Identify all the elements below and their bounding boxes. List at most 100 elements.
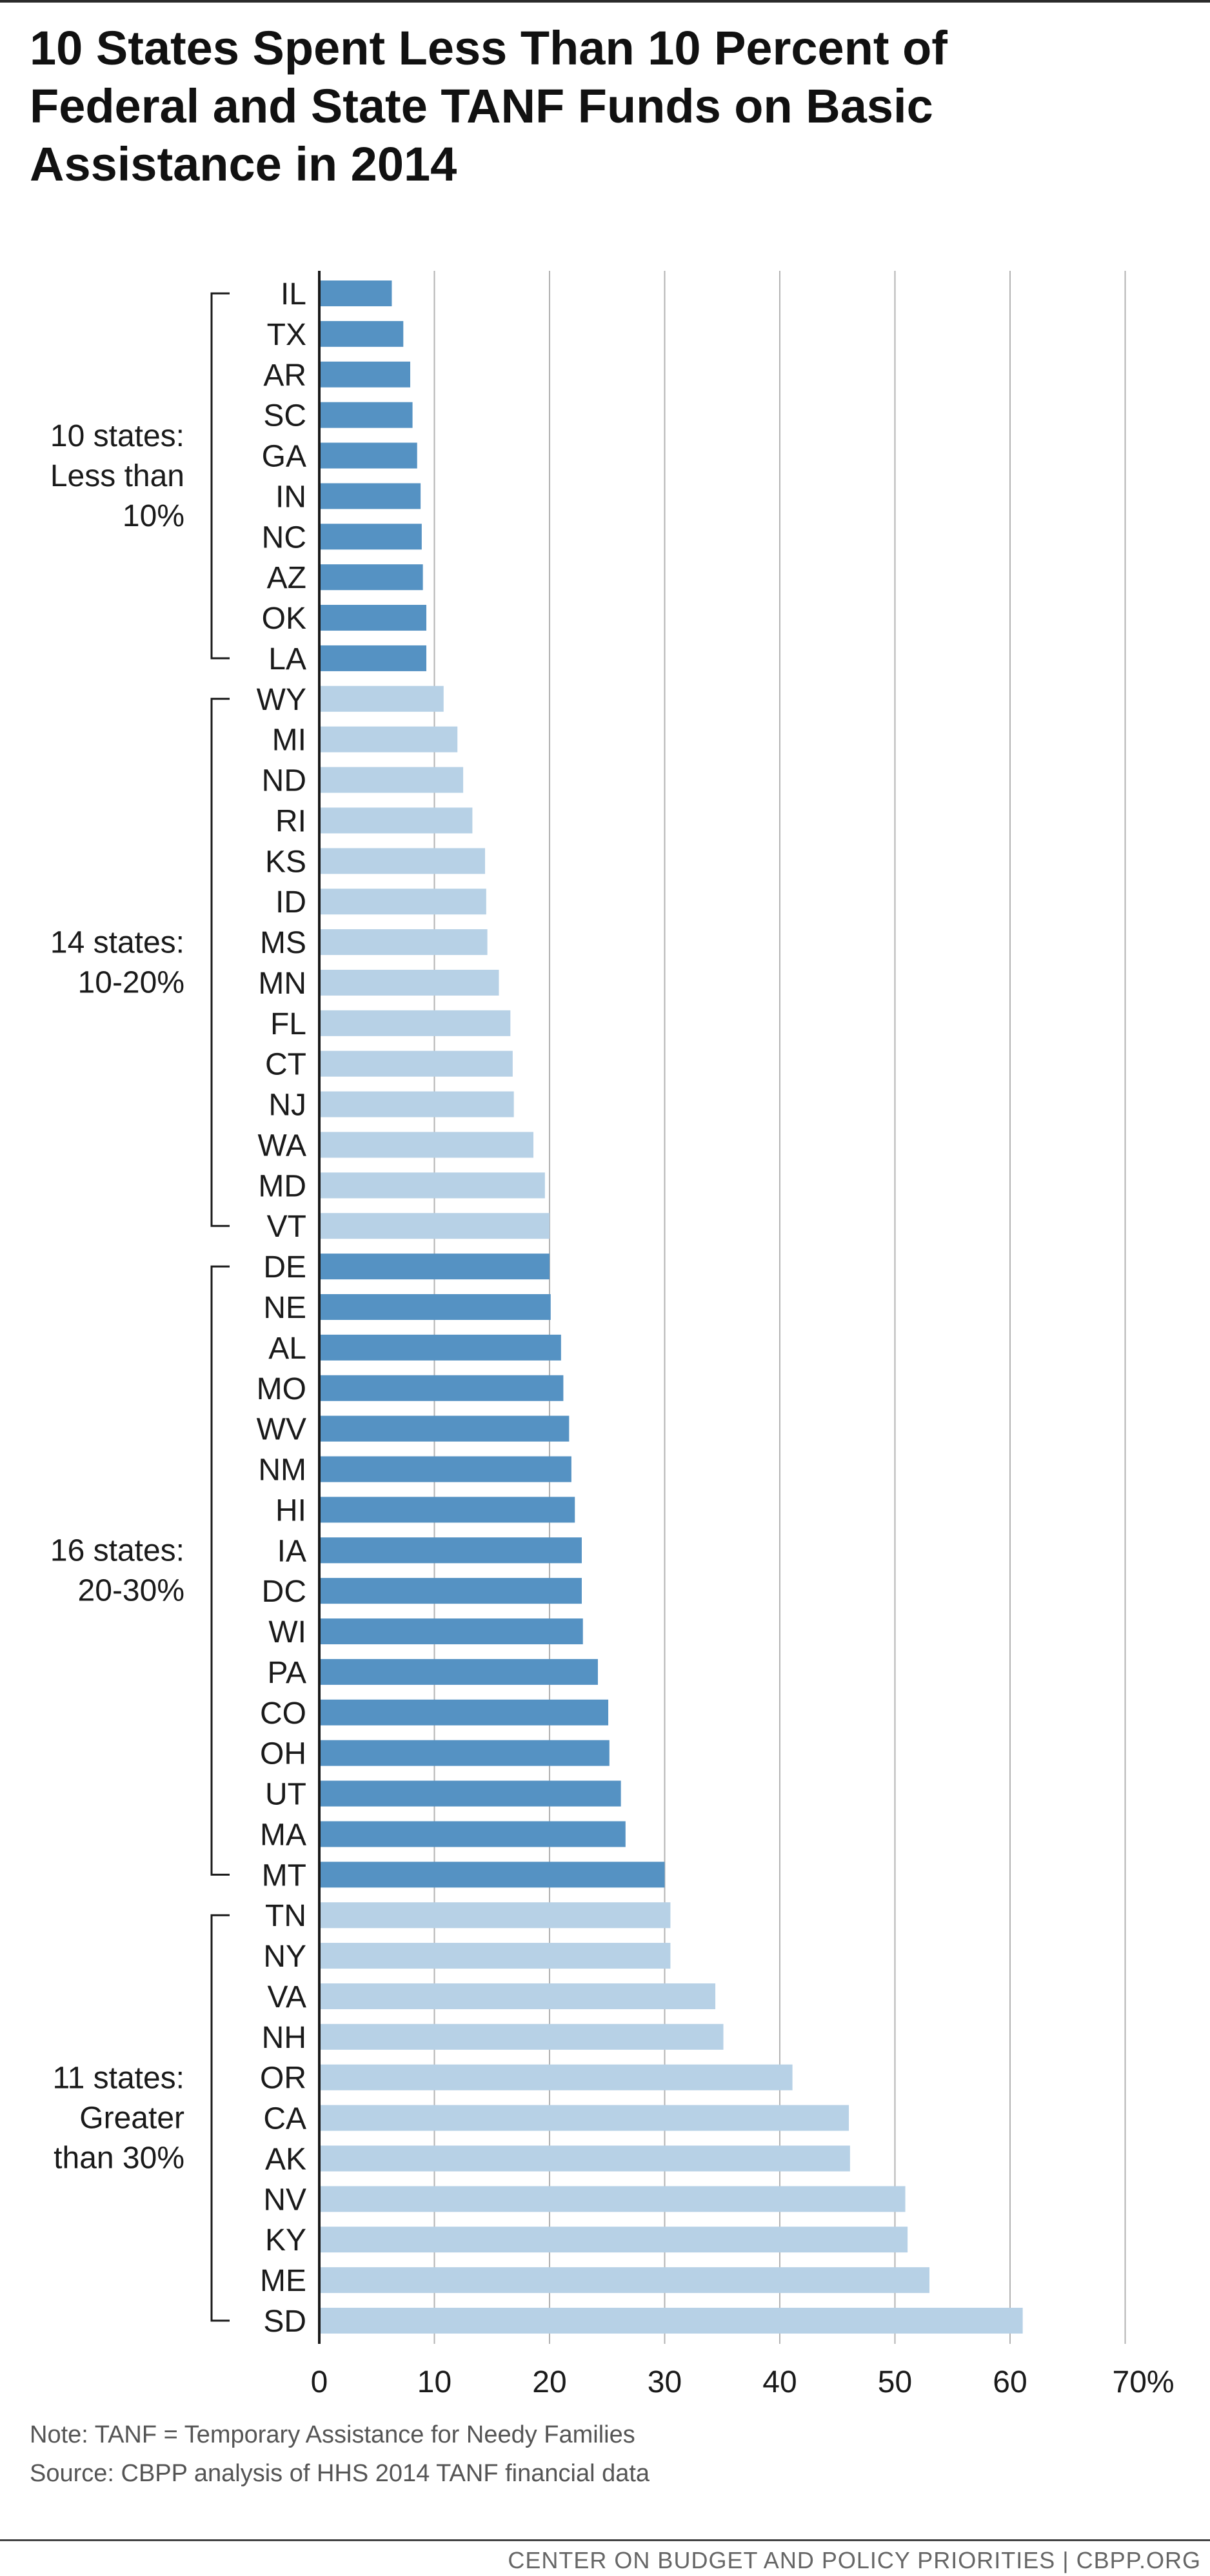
x-tick-label: 20	[532, 2365, 566, 2399]
bar-chart: IL TX AR SC GA IN NC AZ OK LA WY MI ND RI KS ID MS MN FL CT…	[50, 271, 1175, 2399]
bar-mn	[319, 969, 499, 996]
bar-ma	[319, 1821, 626, 1847]
state-label: NY	[263, 1940, 306, 1974]
state-label: OH	[260, 1737, 306, 1771]
bar-nj	[319, 1091, 514, 1117]
bar-ky	[319, 2227, 908, 2253]
x-tick-label: 0	[311, 2365, 328, 2399]
group-label: 10-20%	[78, 966, 184, 1000]
source-text: Source: CBPP analysis of HHS 2014 TANF f…	[30, 2460, 650, 2487]
state-label: TX	[267, 318, 306, 352]
state-label: GA	[262, 440, 306, 474]
bar-id	[319, 889, 486, 915]
state-label: UT	[265, 1778, 306, 1812]
state-label: CA	[263, 2102, 306, 2136]
state-label: MA	[260, 1818, 306, 1852]
bar-hi	[319, 1497, 575, 1523]
state-label: MT	[262, 1858, 306, 1893]
bottom-rule	[0, 2539, 1210, 2541]
group-label: 10%	[123, 499, 184, 533]
bar-az	[319, 564, 423, 591]
bar-mo	[319, 1375, 564, 1401]
group-bracket	[210, 1914, 230, 2322]
bar-vt	[319, 1213, 550, 1239]
bar-ri	[319, 807, 473, 834]
state-label: MI	[272, 723, 306, 758]
state-label: AK	[265, 2142, 306, 2176]
state-label: PA	[268, 1656, 306, 1690]
state-label: IA	[277, 1534, 306, 1568]
bar-oh	[319, 1740, 610, 1766]
state-label: VA	[268, 1980, 306, 2014]
bar-co	[319, 1699, 609, 1726]
state-label: CT	[265, 1048, 306, 1082]
group-label: Less than	[50, 459, 184, 493]
bar-va	[319, 1983, 716, 2009]
bar-md	[319, 1172, 545, 1199]
state-label: KY	[265, 2223, 306, 2257]
top-rule	[0, 0, 1210, 3]
bar-ar	[319, 361, 411, 388]
bar-ga	[319, 442, 417, 469]
bar-al	[319, 1334, 561, 1361]
bar-ms	[319, 929, 488, 956]
bar-wy	[319, 685, 444, 712]
bar-ut	[319, 1780, 621, 1807]
bar-wv	[319, 1415, 570, 1442]
state-label: VT	[267, 1210, 306, 1244]
x-tick-label: 40	[762, 2365, 797, 2399]
state-label: AR	[263, 359, 306, 393]
state-label: OK	[262, 602, 306, 636]
state-label: TN	[265, 1899, 306, 1933]
x-tick-label: 50	[878, 2365, 912, 2399]
bar-ia	[319, 1537, 582, 1564]
bar-il	[319, 280, 392, 306]
group-label: 16 states:	[50, 1534, 184, 1568]
bar-ks	[319, 848, 486, 874]
state-label: AZ	[267, 561, 306, 595]
state-label: WA	[257, 1128, 306, 1163]
group-label: Greater	[79, 2101, 184, 2136]
bar-ak	[319, 2145, 850, 2172]
state-label: AL	[268, 1332, 306, 1366]
state-label: RI	[275, 804, 306, 838]
bar-nd	[319, 767, 464, 793]
bar-or	[319, 2064, 793, 2090]
state-label: HI	[275, 1493, 306, 1528]
bar-mi	[319, 726, 458, 752]
bar-in	[319, 483, 421, 509]
state-label: DC	[262, 1575, 306, 1609]
bar-dc	[319, 1578, 582, 1604]
bar-sd	[319, 2308, 1023, 2334]
state-label: NV	[263, 2183, 306, 2217]
bar-mt	[319, 1862, 665, 1888]
group-bracket	[210, 698, 230, 1227]
state-label: MD	[258, 1169, 306, 1203]
state-label: OR	[260, 2061, 306, 2096]
bar-ny	[319, 1943, 671, 1969]
x-tick-label: 10	[417, 2365, 451, 2399]
state-label: IN	[275, 480, 306, 514]
bar-ct	[319, 1050, 513, 1077]
x-tick-label: 60	[993, 2365, 1027, 2399]
group-label: than 30%	[54, 2141, 184, 2176]
group-bracket	[210, 1265, 230, 1876]
bar-ne	[319, 1294, 551, 1320]
bar-de	[319, 1254, 550, 1280]
state-label: WI	[268, 1615, 306, 1649]
bar-fl	[319, 1010, 511, 1036]
state-label: FL	[270, 1007, 306, 1041]
state-label: LA	[268, 642, 306, 676]
group-label: 11 states:	[52, 2061, 184, 2096]
bar-ca	[319, 2105, 849, 2131]
state-label: KS	[265, 845, 306, 879]
footer-credit: CENTER ON BUDGET AND POLICY PRIORITIES |…	[508, 2547, 1201, 2573]
group-label: 14 states:	[50, 926, 184, 960]
state-label: MS	[260, 926, 306, 960]
bar-tn	[319, 1902, 671, 1929]
bar-wi	[319, 1618, 583, 1645]
x-tick-label: 70%	[1113, 2365, 1175, 2399]
state-label: NH	[262, 2021, 306, 2055]
bar-la	[319, 645, 427, 671]
group-label: 20-30%	[78, 1574, 184, 1608]
